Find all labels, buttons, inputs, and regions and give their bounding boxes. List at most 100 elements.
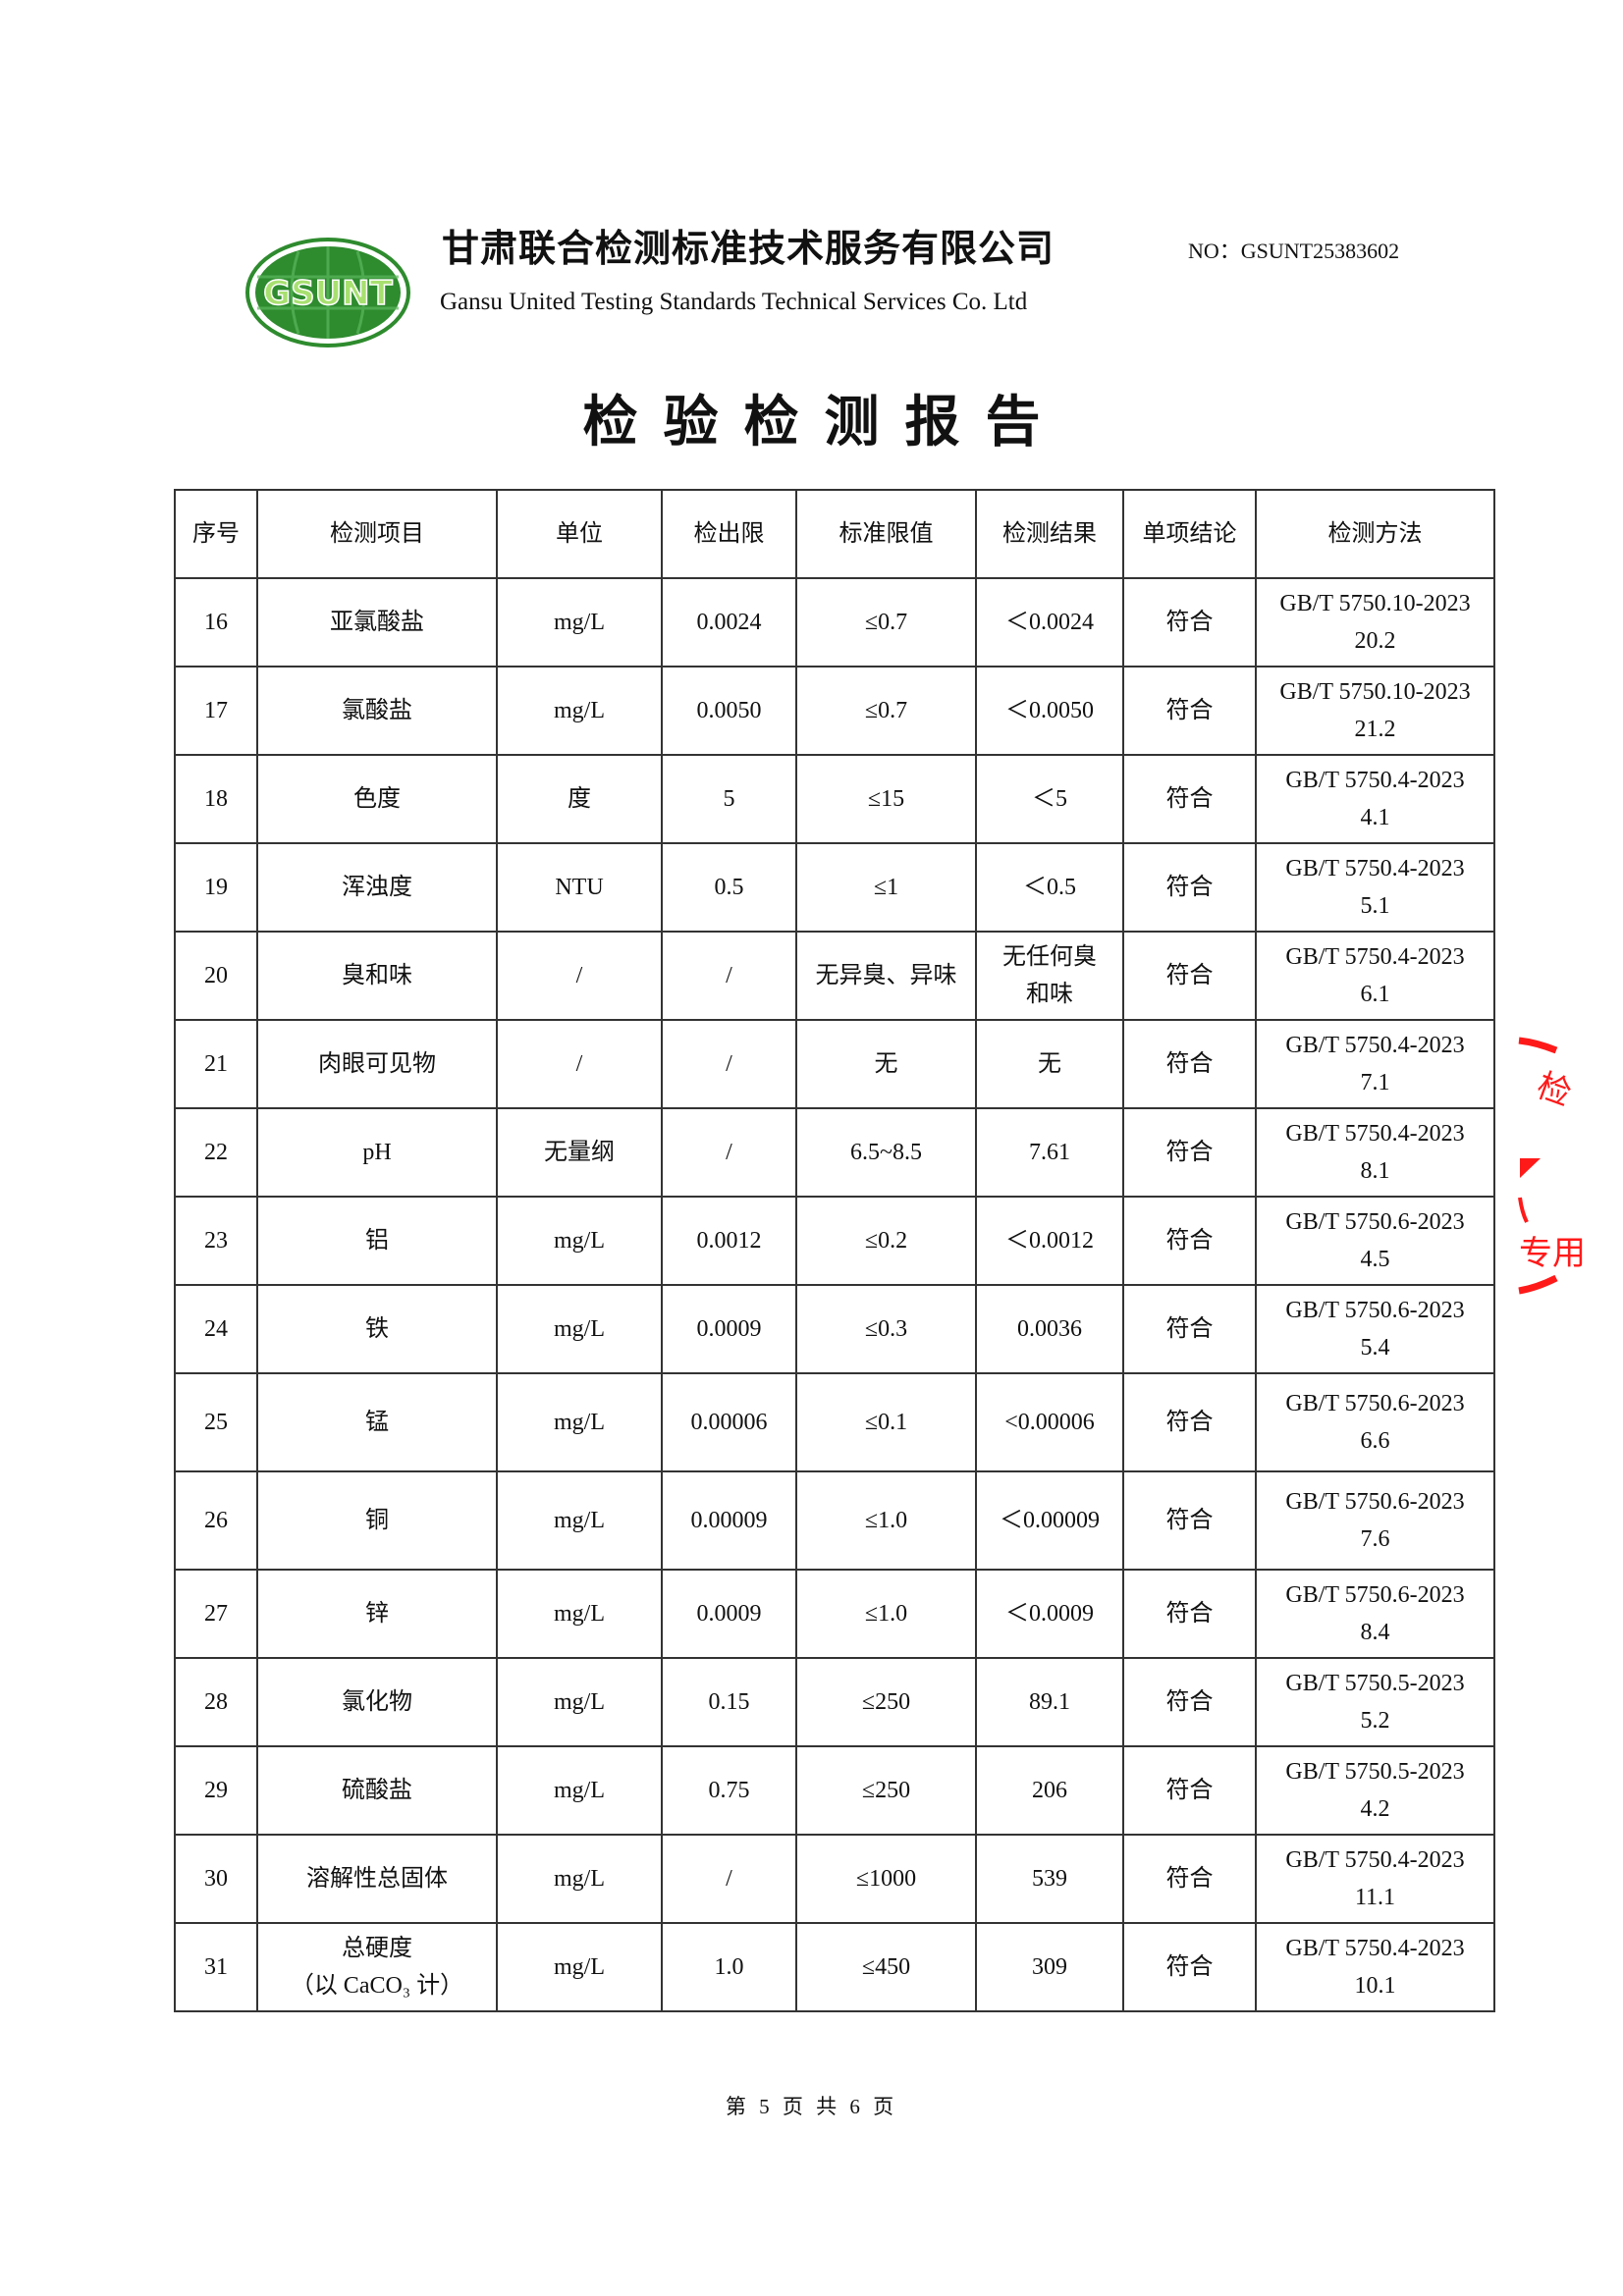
test-method-cell: GB/T 5750.4-2023 8.1	[1255, 1107, 1495, 1198]
row-number-cell: 20	[174, 931, 258, 1021]
row-number-cell: 23	[174, 1196, 258, 1286]
table-row: 20 臭和味 / / 无异臭、异味 无任何臭 和味 符合 GB/T 5750.4-2023 6…	[174, 931, 1495, 1021]
test-item-cell: 肉眼可见物	[256, 1019, 498, 1109]
detection-limit-cell: 0.00006	[661, 1372, 797, 1472]
table-row: 30 溶解性总固体 mg/L / ≤1000 539 符合 GB/T 5750.4-2023 …	[174, 1834, 1495, 1924]
test-result-cell: ＜0.5	[975, 842, 1124, 933]
report-number: NO：GSUNT25383602	[1188, 239, 1400, 263]
test-result-cell: 无任何臭 和味	[975, 931, 1124, 1021]
conclusion-cell: 符合	[1122, 1922, 1257, 2012]
detection-limit-cell: 0.15	[661, 1657, 797, 1747]
column-header: 检测项目	[256, 489, 498, 579]
detection-limit-cell: 0.0050	[661, 666, 797, 756]
test-method-cell: GB/T 5750.10-2023 20.2	[1255, 577, 1495, 667]
column-header: 单项结论	[1122, 489, 1257, 579]
detection-limit-cell: 0.5	[661, 842, 797, 933]
test-item-cell: 锌	[256, 1569, 498, 1659]
svg-text:检: 检	[1532, 1066, 1577, 1114]
standard-limit-cell: ≤1.0	[795, 1470, 977, 1571]
standard-limit-cell: ≤0.2	[795, 1196, 977, 1286]
conclusion-cell: 符合	[1122, 1745, 1257, 1836]
standard-limit-cell: ≤0.3	[795, 1284, 977, 1374]
standard-limit-cell: ≤0.1	[795, 1372, 977, 1472]
unit-cell: mg/L	[496, 1657, 663, 1747]
row-number-cell: 31	[174, 1922, 258, 2012]
test-result-cell: 206	[975, 1745, 1124, 1836]
conclusion-cell: 符合	[1122, 1019, 1257, 1109]
test-result-cell: ＜0.0009	[975, 1569, 1124, 1659]
test-method-cell: GB/T 5750.6-2023 8.4	[1255, 1569, 1495, 1659]
test-result-cell: 无	[975, 1019, 1124, 1109]
unit-cell: 无量纲	[496, 1107, 663, 1198]
unit-cell: mg/L	[496, 1196, 663, 1286]
standard-limit-cell: 6.5~8.5	[795, 1107, 977, 1198]
row-number-cell: 25	[174, 1372, 258, 1472]
detection-limit-cell: 5	[661, 754, 797, 844]
test-result-cell: ＜0.00009	[975, 1470, 1124, 1571]
report-title: 检验检测报告	[582, 391, 1066, 454]
column-header: 检测结果	[975, 489, 1124, 579]
test-result-cell: 539	[975, 1834, 1124, 1924]
detection-limit-cell: 0.0009	[661, 1284, 797, 1374]
svg-text:专用: 专用	[1519, 1234, 1586, 1273]
unit-cell: mg/L	[496, 1470, 663, 1571]
unit-cell: mg/L	[496, 577, 663, 667]
standard-limit-cell: 无	[795, 1019, 977, 1109]
standard-limit-cell: 无异臭、异味	[795, 931, 977, 1021]
row-number-cell: 18	[174, 754, 258, 844]
test-method-cell: GB/T 5750.4-2023 4.1	[1255, 754, 1495, 844]
row-number-cell: 30	[174, 1834, 258, 1924]
test-method-cell: GB/T 5750.4-2023 10.1	[1255, 1922, 1495, 2012]
test-result-cell: 0.0036	[975, 1284, 1124, 1374]
column-header: 检出限	[661, 489, 797, 579]
row-number-cell: 16	[174, 577, 258, 667]
table-row: 22 pH 无量纲/6.5~8.5 7.61 符合 GB/T 5750.4-2023 8.…	[174, 1107, 1495, 1198]
page-number: 第 5 页 共 6 页	[725, 2095, 898, 2118]
table-row: 29 硫酸盐 mg/L 0.75 ≤250 206 符合 GB/T 5750.5-2023 4…	[174, 1745, 1495, 1836]
detection-limit-cell: 0.0012	[661, 1196, 797, 1286]
unit-cell: 度	[496, 754, 663, 844]
standard-limit-cell: ≤1.0	[795, 1569, 977, 1659]
conclusion-cell: 符合	[1122, 1372, 1257, 1472]
table-row: 17 氯酸盐 mg/L 0.0050 ≤0.7 ＜0.0050 符合 GB/T 5750.10…	[174, 666, 1495, 756]
test-method-cell: GB/T 5750.5-2023 4.2	[1255, 1745, 1495, 1836]
unit-cell: NTU	[496, 842, 663, 933]
test-item-cell: 硫酸盐	[256, 1745, 498, 1836]
row-number-cell: 26	[174, 1470, 258, 1571]
table-row: 26 铜 mg/L 0.00009 ≤1.0 ＜0.00009 符合 GB/T 5750.6-…	[174, 1470, 1495, 1571]
test-method-cell: GB/T 5750.6-2023 7.6	[1255, 1470, 1495, 1571]
table-row: 25 锰 mg/L 0.00006 ≤0.1 <0.00006 符合 GB/T 5750.6-…	[174, 1372, 1495, 1472]
standard-limit-cell: ≤250	[795, 1745, 977, 1836]
test-method-cell: GB/T 5750.6-2023 5.4	[1255, 1284, 1495, 1374]
detection-limit-cell: 0.0024	[661, 577, 797, 667]
conclusion-cell: 符合	[1122, 1107, 1257, 1198]
row-number-cell: 17	[174, 666, 258, 756]
conclusion-cell: 符合	[1122, 931, 1257, 1021]
unit-cell: mg/L	[496, 1922, 663, 2012]
detection-limit-cell: 1.0	[661, 1922, 797, 2012]
row-number-cell: 19	[174, 842, 258, 933]
test-item-cell: 浑浊度	[256, 842, 498, 933]
conclusion-cell: 符合	[1122, 842, 1257, 933]
unit-cell: /	[496, 1019, 663, 1109]
test-result-cell: 309	[975, 1922, 1124, 2012]
row-number-cell: 29	[174, 1745, 258, 1836]
test-result-cell: ＜0.0012	[975, 1196, 1124, 1286]
test-result-cell: 7.61	[975, 1107, 1124, 1198]
company-logo: GSUNT	[245, 238, 410, 347]
test-item-cell: 臭和味	[256, 931, 498, 1021]
test-item-cell: 色度	[256, 754, 498, 844]
conclusion-cell: 符合	[1122, 577, 1257, 667]
unit-cell: mg/L	[496, 666, 663, 756]
conclusion-cell: 符合	[1122, 1284, 1257, 1374]
table-row: 24 铁 mg/L 0.0009 ≤0.3 0.0036 符合 GB/T 5750.6-202…	[174, 1284, 1495, 1374]
standard-limit-cell: ≤0.7	[795, 577, 977, 667]
table-row: 21 肉眼可见物 / / 无无符合 GB/T 5750.4-2023 7.1	[174, 1019, 1495, 1109]
unit-cell: mg/L	[496, 1372, 663, 1472]
test-result-cell: ＜0.0050	[975, 666, 1124, 756]
test-method-cell: GB/T 5750.4-2023 5.1	[1255, 842, 1495, 933]
detection-limit-cell: 0.0009	[661, 1569, 797, 1659]
test-item-cell: 溶解性总固体	[256, 1834, 498, 1924]
logo-text: GSUNT	[263, 274, 393, 313]
unit-cell: mg/L	[496, 1569, 663, 1659]
